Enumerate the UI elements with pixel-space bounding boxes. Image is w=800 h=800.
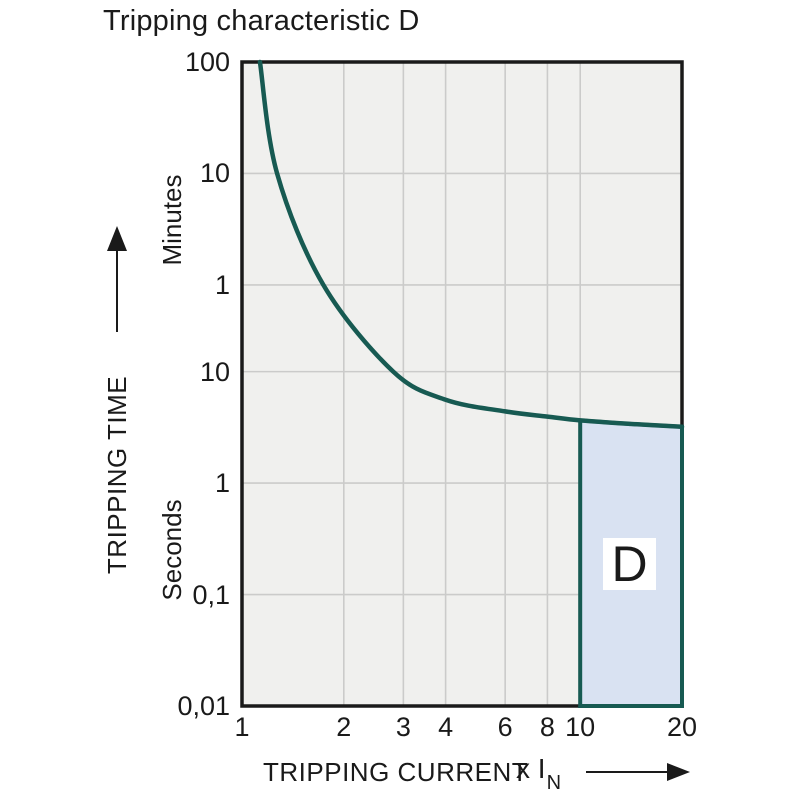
y-tick-label: 1 <box>214 468 230 499</box>
y-tick-label: 1 <box>214 269 230 300</box>
y-tick-label: 0,01 <box>177 691 230 721</box>
tripping-curve <box>257 59 685 430</box>
x-tick-label: 20 <box>666 712 698 742</box>
x-tick-label: 6 <box>497 712 513 742</box>
right-arrow-icon <box>667 763 690 781</box>
x-axis-unit: x IN <box>516 753 562 795</box>
x-axis-title: TRIPPING CURRENT <box>263 757 529 787</box>
x-tick-label: 2 <box>336 712 352 742</box>
y-tick-label: 0,1 <box>192 579 230 610</box>
x-tick-label: 4 <box>438 712 454 742</box>
x-tick-label: 8 <box>539 712 555 742</box>
chart-title: Tripping characteristic D <box>103 5 420 37</box>
x-axis-unit-prefix: x I <box>516 753 546 784</box>
y-tick-label: 10 <box>199 158 230 189</box>
region-d-label-box: D <box>603 536 656 592</box>
y-tick-label: 10 <box>199 356 230 387</box>
plot-border <box>240 60 684 708</box>
x-tick-label: 3 <box>395 712 411 742</box>
x-tick-label: 1 <box>234 712 250 742</box>
y-tick-label: 100 <box>184 47 230 77</box>
x-tick-label: 10 <box>565 712 596 742</box>
x-axis-unit-subscript: N <box>546 771 562 794</box>
region-d-label: D <box>611 536 648 592</box>
up-arrow-icon <box>107 226 127 251</box>
